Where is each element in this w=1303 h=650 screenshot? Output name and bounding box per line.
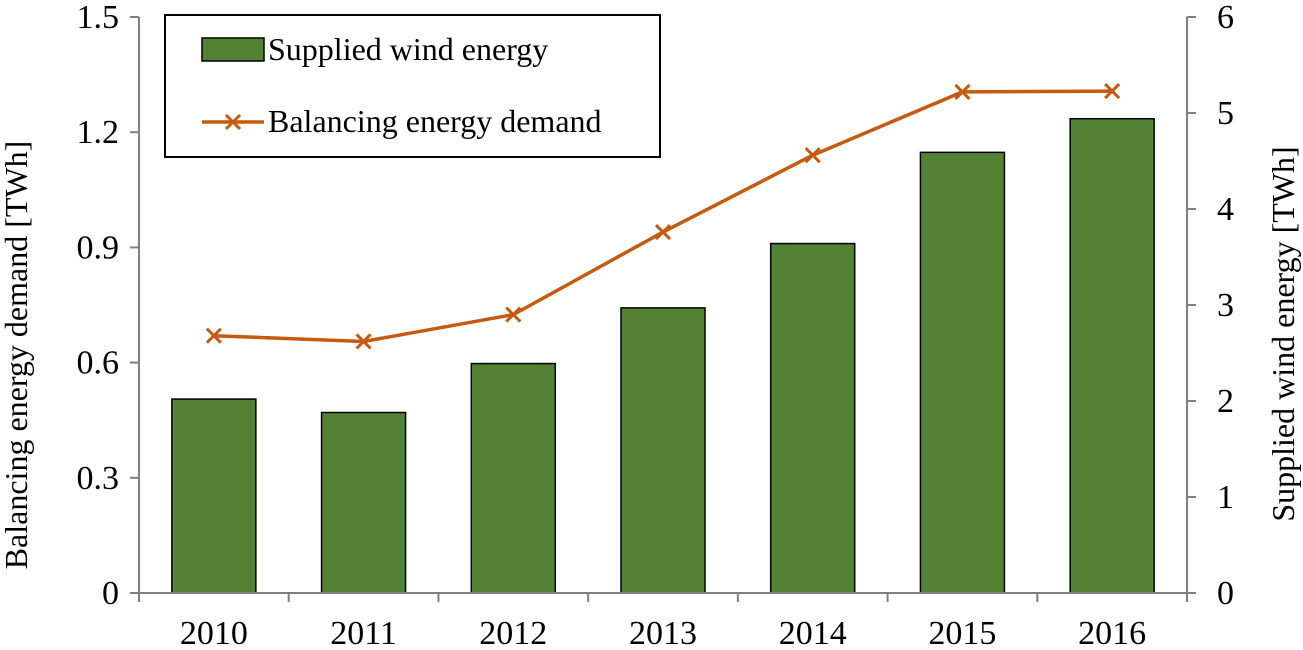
bar-2015: [919, 151, 1006, 594]
x-tick-label: 2015: [928, 615, 996, 650]
tick-labels: 0 0.3 0.6 0.9 1.2 1.5 0 1 2 3 4 5 6 2010 2011 2012 2013 2…: [77, 0, 1235, 650]
x-tick-label: 2012: [479, 615, 547, 650]
right-tick-label: 2: [1217, 383, 1234, 420]
line-marker-2016: [1104, 83, 1121, 100]
left-tick-label: 1.2: [77, 114, 120, 151]
line-marker-2013: [654, 223, 672, 241]
legend-label-balancing-energy-demand: Balancing energy demand: [268, 103, 602, 139]
x-tick-label: 2014: [779, 615, 847, 650]
bar-2012: [470, 362, 557, 594]
line-marker-2012: [505, 306, 522, 323]
line-marker-2010: [205, 327, 222, 344]
left-axis-title: Balancing energy demand [TWh]: [0, 141, 34, 570]
line-marker-2014: [804, 147, 821, 164]
legend-marker-x: [224, 113, 242, 131]
legend-label-supplied-wind-energy: Supplied wind energy: [268, 31, 548, 67]
line-series: [205, 83, 1121, 350]
right-tick-label: 6: [1217, 0, 1234, 36]
bar-2014: [769, 242, 856, 594]
bar-2013: [620, 307, 706, 594]
x-tick-label: 2011: [330, 615, 397, 650]
line-marker-2015: [954, 83, 971, 100]
x-tick-label: 2010: [180, 615, 248, 650]
line-marker-2011: [355, 333, 372, 350]
legend-swatch-supplied-wind-energy: [201, 37, 265, 62]
left-tick-label: 0.3: [77, 460, 120, 497]
x-tick-label: 2013: [629, 615, 697, 650]
right-axis-title: Supplied wind energy [TWh]: [1265, 146, 1301, 521]
left-tick-label: 0.9: [77, 229, 120, 266]
right-tick-label: 0: [1217, 575, 1234, 612]
right-tick-label: 1: [1217, 479, 1234, 516]
legend-x-marker: [224, 113, 242, 131]
x-tick-label: 2016: [1078, 615, 1146, 650]
right-tick-label: 3: [1217, 287, 1234, 324]
right-tick-label: 4: [1217, 191, 1234, 228]
bar-2011: [320, 411, 407, 594]
right-tick-label: 5: [1217, 95, 1234, 132]
bar-series: [171, 118, 1155, 594]
bar-2010: [171, 398, 257, 594]
left-tick-label: 0.6: [77, 345, 120, 382]
left-tick-label: 0: [102, 575, 119, 612]
axes: [130, 16, 1196, 602]
legend: Supplied wind energy Balancing energy de…: [164, 14, 661, 158]
bar-2016: [1069, 118, 1155, 594]
left-tick-label: 1.5: [77, 0, 120, 36]
